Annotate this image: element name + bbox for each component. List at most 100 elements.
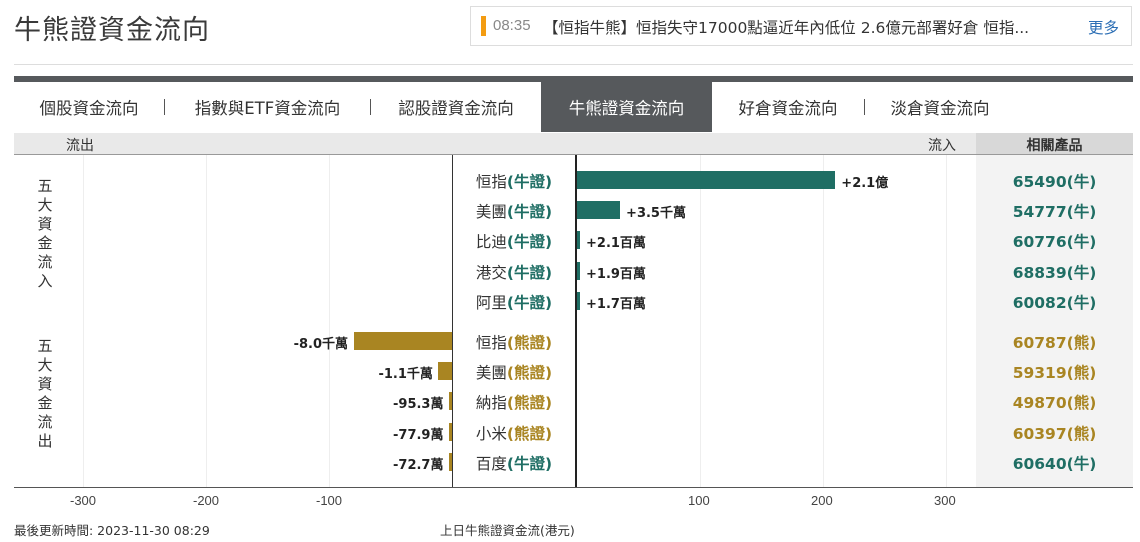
underlying-name: 百度: [475, 455, 507, 473]
inflow-header: 流入: [928, 138, 956, 154]
underlying-name: 阿里: [475, 294, 507, 312]
tab-bar: 個股資金流向 指數與ETF資金流向 認股證資金流向 牛熊證資金流向 好倉資金流向…: [14, 82, 1133, 132]
row-label: 美團(熊證): [454, 361, 574, 383]
inflow-bar: [577, 262, 580, 280]
product-code-link[interactable]: 49870(熊): [1012, 394, 1097, 412]
products-column: [976, 155, 1133, 487]
outflow-top5-label: 五大資金流出: [37, 337, 53, 450]
value-label: +1.9百萬: [586, 267, 646, 282]
tab-index-etf-flow[interactable]: 指數與ETF資金流向: [194, 99, 341, 118]
underlying-name: 比迪: [475, 233, 507, 251]
value-label: -95.3萬: [393, 397, 444, 412]
product-code-link[interactable]: 54777(牛): [1012, 203, 1097, 221]
tab-warrant-flow[interactable]: 認股證資金流向: [398, 99, 514, 118]
inflow-bar: [577, 171, 836, 189]
value-label: +2.1百萬: [586, 236, 646, 251]
tab-short-flow[interactable]: 淡倉資金流向: [890, 99, 990, 118]
cbbc-kind: (牛證): [506, 173, 553, 191]
product-code-link[interactable]: 60082(牛): [1012, 294, 1097, 312]
axis-tick-label: -100: [316, 493, 343, 508]
axis-tick-label: -300: [70, 493, 97, 508]
row-label: 百度(牛證): [454, 452, 574, 474]
axis-tick-label: -200: [193, 493, 220, 508]
tab-cbbc-flow[interactable]: 牛熊證資金流向: [541, 82, 712, 132]
tabs-top-border: [14, 76, 1133, 82]
underlying-name: 美團: [475, 203, 507, 221]
row-label: 恒指(牛證): [454, 170, 574, 192]
underlying-name: 納指: [475, 394, 507, 412]
underlying-name: 美團: [475, 364, 507, 382]
underlying-name: 恒指: [475, 173, 507, 191]
gridline: [946, 155, 947, 487]
row-label: 比迪(牛證): [454, 230, 574, 252]
underlying-name: 小米: [475, 425, 507, 443]
product-code-link[interactable]: 60640(牛): [1012, 455, 1097, 473]
row-label: 美團(牛證): [454, 200, 574, 222]
axis-line-right: [575, 155, 577, 487]
product-code-link[interactable]: 68839(牛): [1012, 264, 1097, 282]
gridline: [83, 155, 84, 487]
cbbc-kind: (牛證): [506, 455, 553, 473]
product-code-link[interactable]: 60787(熊): [1012, 334, 1097, 352]
row-label: 納指(熊證): [454, 391, 574, 413]
inflow-top5-label: 五大資金流入: [37, 177, 53, 290]
product-code-link[interactable]: 59319(熊): [1012, 364, 1097, 382]
product-code-link[interactable]: 65490(牛): [1012, 173, 1097, 191]
inflow-bar: [577, 231, 580, 249]
value-label: +1.7百萬: [586, 297, 646, 312]
axis-tick-label: 200: [811, 493, 833, 508]
value-label: -72.7萬: [393, 458, 444, 473]
axis-line-left: [452, 155, 453, 487]
outflow-bar: [353, 332, 452, 350]
last-updated: 最後更新時間: 2023-11-30 08:29: [14, 523, 210, 538]
outflow-bar: [449, 453, 452, 471]
value-label: +2.1億: [841, 176, 889, 191]
chart-caption: 上日牛熊證資金流(港元): [440, 523, 575, 538]
header-divider: [14, 64, 1133, 65]
product-code-link[interactable]: 60776(牛): [1012, 233, 1097, 251]
cbbc-kind: (牛證): [506, 233, 553, 251]
tab-stock-flow[interactable]: 個股資金流向: [39, 99, 139, 118]
news-ticker[interactable]: 08:35 【恒指牛熊】恒指失守17000點逼近年內低位 2.6億元部署好倉 恒…: [470, 6, 1132, 46]
value-label: -8.0千萬: [293, 337, 349, 352]
tab-divider: [370, 99, 371, 115]
gridline: [823, 155, 824, 487]
tab-long-flow[interactable]: 好倉資金流向: [738, 99, 838, 118]
underlying-name: 恒指: [475, 334, 507, 352]
gridline: [700, 155, 701, 487]
flow-chart: 五大資金流入 五大資金流出 恒指(牛證) +2.1億 65490(牛) 美團(牛證) +…: [14, 155, 1133, 488]
value-label: +3.5千萬: [626, 206, 686, 221]
row-label: 港交(牛證): [454, 261, 574, 283]
row-label: 阿里(牛證): [454, 291, 574, 313]
products-header: 相關產品: [976, 133, 1133, 154]
cbbc-kind: (牛證): [506, 203, 553, 221]
gridline: [206, 155, 207, 487]
column-header: 流出 流入 相關產品: [14, 133, 1133, 155]
cbbc-kind: (牛證): [506, 294, 553, 312]
tab-divider: [164, 99, 165, 115]
outflow-bar: [438, 362, 452, 380]
axis-tick-label: 300: [934, 493, 956, 508]
ticker-headline[interactable]: 【恒指牛熊】恒指失守17000點逼近年內低位 2.6億元部署好倉 恒指...: [543, 19, 1030, 37]
inflow-bar: [577, 201, 621, 219]
tab-divider: [864, 99, 865, 115]
ticker-time: 08:35: [493, 17, 531, 34]
page-title: 牛熊證資金流向: [14, 15, 210, 46]
cbbc-kind: (熊證): [506, 425, 553, 443]
cbbc-kind: (熊證): [506, 394, 553, 412]
ticker-accent-bar: [481, 16, 486, 36]
cbbc-kind: (牛證): [506, 264, 553, 282]
row-label: 小米(熊證): [454, 422, 574, 444]
more-link[interactable]: 更多: [1087, 19, 1119, 37]
axis-tick-label: 100: [688, 493, 710, 508]
gridline: [329, 155, 330, 487]
product-code-link[interactable]: 60397(熊): [1012, 425, 1097, 443]
value-label: -1.1千萬: [378, 367, 433, 382]
inflow-bar: [577, 292, 580, 310]
value-label: -77.9萬: [393, 428, 444, 443]
outflow-bar: [449, 423, 452, 441]
row-label: 恒指(熊證): [454, 331, 574, 353]
outflow-header: 流出: [66, 138, 94, 154]
cbbc-kind: (熊證): [506, 334, 553, 352]
